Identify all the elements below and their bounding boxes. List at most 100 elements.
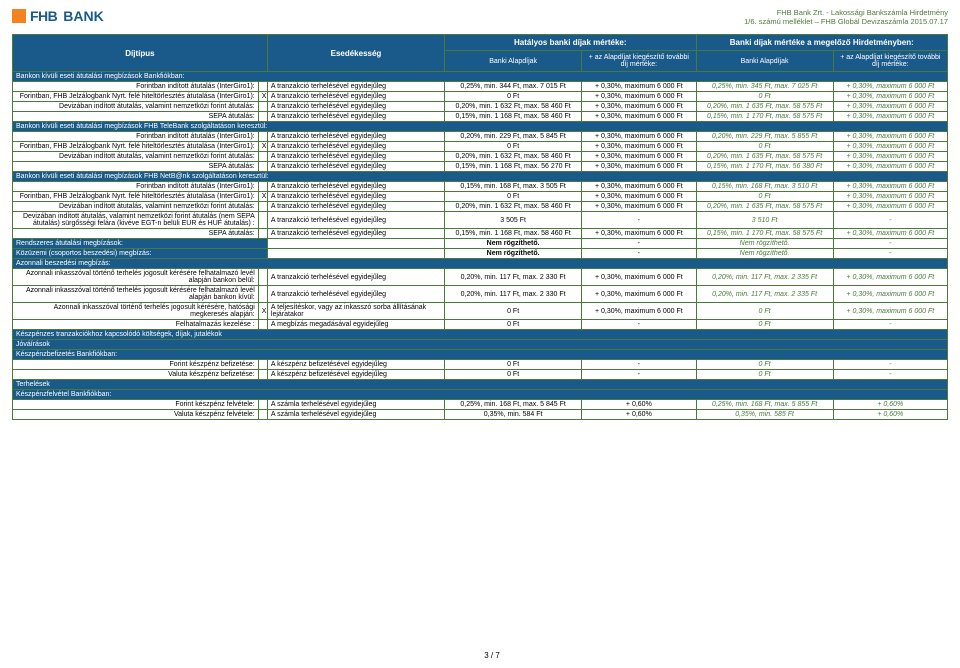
cell-x (258, 410, 267, 420)
cell-fee: 0 Ft (445, 192, 582, 202)
cell-prev-add: + 0,30%, maximum 6 000 Ft (833, 152, 947, 162)
cell-x (258, 212, 267, 229)
cell-fee: 0,20%, min. 1 632 Ft, max. 58 460 Ft (445, 152, 582, 162)
cell-fee: 0,20%, min. 117 Ft, max. 2 330 Ft (445, 286, 582, 303)
cell-type: Azonnali inkasszóval történő terhelés jo… (13, 303, 259, 320)
cell-add: - (582, 212, 696, 229)
cell-fee: 0,15%, min. 1 168 Ft, max. 58 460 Ft (445, 112, 582, 122)
cell: - (833, 239, 947, 249)
cell-type: Azonnali inkasszóval történő terhelés jo… (13, 286, 259, 303)
cell-fee: 3 505 Ft (445, 212, 582, 229)
cell-due: A készpénz befizetésével egyidejűleg (267, 370, 444, 380)
table-row: Devizában indított átutalás, valamint ne… (13, 202, 948, 212)
cell-type: Forintban, FHB Jelzálogbank Nyrt. felé h… (13, 142, 259, 152)
cell-prev-add: + 0,30%, maximum 6 000 Ft (833, 112, 947, 122)
page-header: FHB BANK FHB Bank Zrt. - Lakossági Banks… (12, 8, 948, 26)
th-prev: Banki díjak mértéke a megelőző Hirdetmén… (696, 35, 948, 51)
cell-x (258, 182, 267, 192)
cell-type: SEPA átutalás: (13, 162, 259, 172)
cell (267, 239, 444, 249)
logo: FHB BANK (12, 8, 104, 24)
table-row: Forintban, FHB Jelzálogbank Nyrt. felé h… (13, 192, 948, 202)
cell-add: + 0,30%, maximum 6 000 Ft (582, 92, 696, 102)
cell-prev-fee: 0 Ft (696, 360, 833, 370)
cell-add: + 0,30%, maximum 6 000 Ft (582, 269, 696, 286)
cell-type: Felhatalmazás kezelése : (13, 320, 259, 330)
cell-type: Valuta készpénz befizetése: (13, 370, 259, 380)
cell-x (258, 370, 267, 380)
cell-type: Devizában indított átutalás, valamint ne… (13, 202, 259, 212)
cell-fee: 0 Ft (445, 142, 582, 152)
cell-fee: 0,15%, min. 1 168 Ft, max. 58 460 Ft (445, 229, 582, 239)
cell: Nem rögzíthető. (696, 239, 833, 249)
section-header: Készpénzfelvétel Bankfiókban: (13, 390, 948, 400)
cell-type: SEPA átutalás: (13, 112, 259, 122)
logo-bank: BANK (63, 8, 103, 24)
cell-prev-add: + 0,30%, maximum 6 000 Ft (833, 102, 947, 112)
th-add2: + az Alapdíjat kiegészítő további díj mé… (833, 51, 947, 72)
cell-prev-fee: 3 510 Ft (696, 212, 833, 229)
cell-type: Forintban, FHB Jelzálogbank Nyrt. felé h… (13, 192, 259, 202)
table-row: SEPA átutalás:A tranzakció terhelésével … (13, 229, 948, 239)
cell-prev-add: + 0,30%, maximum 6 000 Ft (833, 142, 947, 152)
cell-prev-fee: 0,35%, min. 585 Ft (696, 410, 833, 420)
cell-prev-fee: 0,15%, min. 1 170 Ft, max. 58 575 Ft (696, 229, 833, 239)
cell: Nem rögzíthető. (445, 249, 582, 259)
header-line1: FHB Bank Zrt. - Lakossági Bankszámla Hir… (744, 8, 948, 17)
cell-prev-fee: 0 Ft (696, 303, 833, 320)
table-row: Forintban, FHB Jelzálogbank Nyrt. felé h… (13, 142, 948, 152)
cell-add: + 0,30%, maximum 6 000 Ft (582, 229, 696, 239)
cell-x (258, 112, 267, 122)
cell-due: A megbízás megadásával egyidejűleg (267, 320, 444, 330)
cell-prev-add: - (833, 360, 947, 370)
table-row: Devizában indított átutalás, valamint ne… (13, 152, 948, 162)
cell-due: A tranzakció terhelésével egyidejűleg (267, 212, 444, 229)
cell-prev-fee: 0,20%, min. 1 635 Ft, max. 58 575 Ft (696, 202, 833, 212)
table-row: Devizában indított átutalás, valamint ne… (13, 212, 948, 229)
table-row: Forintban indított átutalás (InterGiro1)… (13, 182, 948, 192)
cell-add: + 0,30%, maximum 6 000 Ft (582, 142, 696, 152)
cell-x (258, 152, 267, 162)
cell-fee: 0,25%, min. 168 Ft, max. 5 845 Ft (445, 400, 582, 410)
cell-type: Forintban indított átutalás (InterGiro1)… (13, 82, 259, 92)
cell-fee: 0,20%, min. 229 Ft, max. 5 845 Ft (445, 132, 582, 142)
page-number: 3 / 7 (12, 651, 960, 660)
cell-prev-fee: 0 Ft (696, 192, 833, 202)
cell-due: A tranzakció terhelésével egyidejűleg (267, 132, 444, 142)
cell-prev-fee: 0,20%, min. 229 Ft, max. 5 855 Ft (696, 132, 833, 142)
table-row: Forint készpénz befizetése:A készpénz be… (13, 360, 948, 370)
cell-due: A tranzakció terhelésével egyidejűleg (267, 152, 444, 162)
cell-fee: 0 Ft (445, 370, 582, 380)
logo-text: FHB (30, 8, 57, 24)
cell-due: A tranzakció terhelésével egyidejűleg (267, 269, 444, 286)
cell (267, 249, 444, 259)
cell-prev-add: + 0,30%, maximum 6 000 Ft (833, 92, 947, 102)
cell: Nem rögzíthető. (696, 249, 833, 259)
cell-prev-fee: 0 Ft (696, 142, 833, 152)
cell-fee: 0 Ft (445, 360, 582, 370)
cell-add: - (582, 320, 696, 330)
table-row: Azonnali inkasszóval történő terhelés jo… (13, 303, 948, 320)
cell-due: A tranzakció terhelésével egyidejűleg (267, 142, 444, 152)
th-base1: Banki Alapdíjak (445, 51, 582, 72)
cell-prev-add: - (833, 370, 947, 380)
cell: - (833, 249, 947, 259)
cell: - (582, 249, 696, 259)
cell-type: Azonnali inkasszóval történő terhelés jo… (13, 269, 259, 286)
section-header: Bankon kívüli eseti átutalási megbízások… (13, 72, 948, 82)
cell-add: + 0,30%, maximum 6 000 Ft (582, 286, 696, 303)
section-header: Készpénzes tranzakciókhoz kapcsolódó köl… (13, 330, 948, 340)
table-row: Devizában indított átutalás, valamint ne… (13, 102, 948, 112)
cell-fee: 0,20%, min. 117 Ft, max. 2 330 Ft (445, 269, 582, 286)
cell-add: + 0,60% (582, 400, 696, 410)
cell: - (582, 239, 696, 249)
cell-add: - (582, 370, 696, 380)
cell-due: A tranzakció terhelésével egyidejűleg (267, 162, 444, 172)
cell-x (258, 360, 267, 370)
table-row: SEPA átutalás: A tranzakció terhelésével … (13, 162, 948, 172)
cell-due: A tranzakció terhelésével egyidejűleg (267, 92, 444, 102)
cell-type: SEPA átutalás: (13, 229, 259, 239)
table-row: Forint készpénz felvétele:A számla terhe… (13, 400, 948, 410)
cell-prev-fee: 0,25%, min. 168 Ft, max. 5 855 Ft (696, 400, 833, 410)
cell-x (258, 269, 267, 286)
